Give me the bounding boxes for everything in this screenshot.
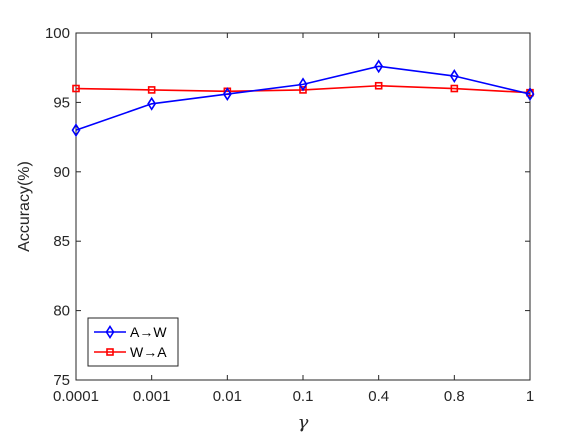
legend-item: A→W	[94, 324, 167, 340]
y-tick-label: 90	[53, 164, 70, 181]
legend-label: A→W	[130, 324, 167, 340]
y-axis-label: Accuracy(%)	[16, 161, 33, 252]
x-tick-label: 0.01	[213, 388, 242, 405]
square-marker	[450, 84, 459, 93]
square-marker	[72, 84, 80, 93]
x-axis: 0.0001 0.001 0.01 0.1 0.4 0.8 1	[53, 33, 534, 405]
diamond-marker	[71, 123, 81, 138]
square-marker	[374, 81, 383, 90]
series-layer	[71, 59, 535, 138]
square-marker	[147, 86, 156, 94]
y-tick-label: 75	[53, 372, 70, 389]
diamond-marker	[222, 87, 232, 102]
diamond-marker	[147, 96, 157, 111]
x-tick-label: 1	[526, 388, 534, 405]
series-a-to-w	[71, 59, 535, 138]
legend-box	[87, 317, 179, 367]
diamond-marker	[525, 87, 535, 102]
square-marker	[106, 348, 114, 356]
square-marker	[299, 86, 307, 94]
diamond-marker	[298, 77, 308, 92]
x-tick-label: 0.0001	[53, 388, 99, 405]
x-tick-label: 0.8	[444, 388, 465, 405]
legend: A→W W→A	[87, 317, 179, 367]
diamond-marker	[449, 69, 459, 84]
x-axis-label: γ	[298, 412, 309, 433]
x-tick-label: 0.1	[293, 388, 314, 405]
diamond-marker	[374, 59, 384, 74]
legend-item: W→A	[94, 344, 167, 360]
y-tick-label: 80	[53, 303, 70, 320]
y-tick-label: 95	[53, 94, 70, 111]
diamond-marker	[105, 325, 115, 339]
legend-label: W→A	[130, 344, 167, 360]
y-tick-label: 85	[53, 233, 70, 250]
y-axis: 75 80 85 90 95 100	[45, 25, 530, 389]
x-tick-label: 0.001	[133, 388, 171, 405]
series-line	[75, 65, 531, 131]
x-tick-label: 0.4	[368, 388, 389, 405]
y-tick-label: 100	[45, 25, 70, 42]
